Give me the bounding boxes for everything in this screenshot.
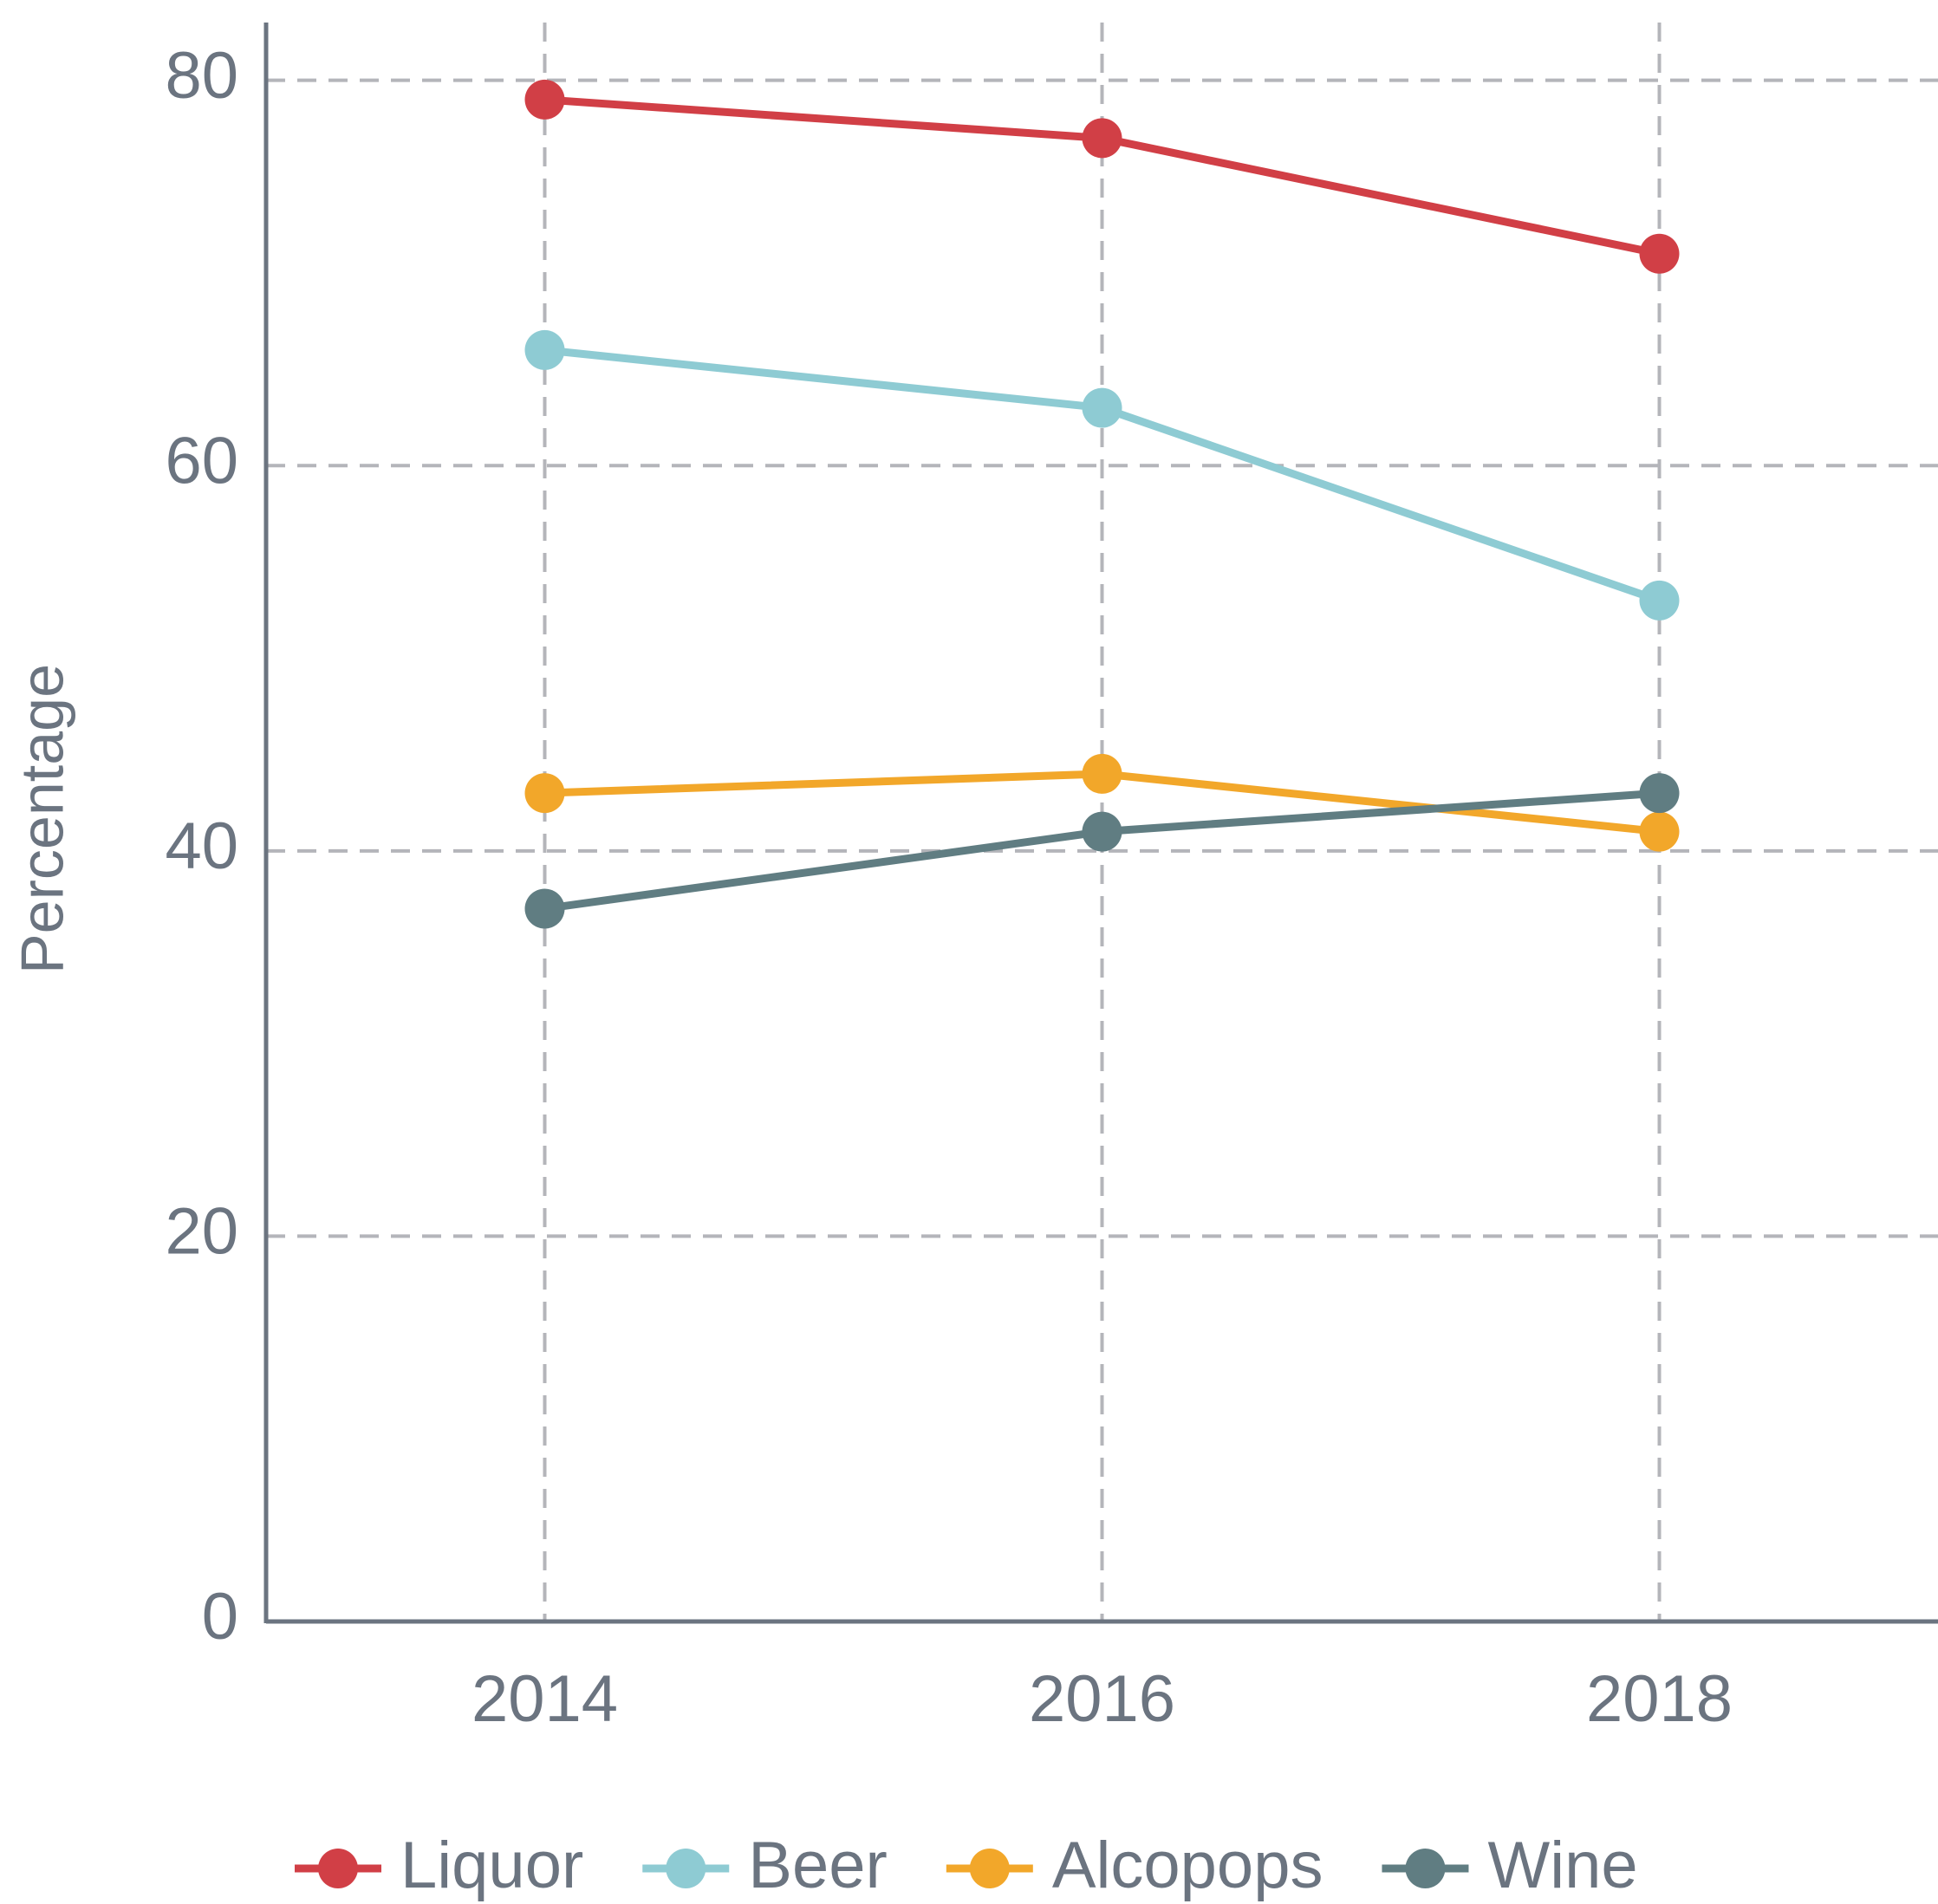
data-point xyxy=(524,329,565,370)
y-tick-label: 20 xyxy=(165,1194,238,1268)
x-tick-label: 2018 xyxy=(1586,1662,1733,1736)
legend-marker xyxy=(666,1849,706,1888)
y-tick-label: 0 xyxy=(202,1580,238,1654)
legend-label: Beer xyxy=(748,1829,888,1902)
data-point xyxy=(1082,753,1122,794)
data-point xyxy=(1082,387,1122,428)
data-point xyxy=(524,79,565,120)
y-tick-label: 60 xyxy=(165,424,238,497)
legend-marker xyxy=(318,1849,358,1888)
legend-label: Wine xyxy=(1487,1829,1637,1902)
data-point xyxy=(1639,580,1680,621)
x-tick-label: 2016 xyxy=(1029,1662,1175,1736)
legend-marker xyxy=(1405,1849,1446,1888)
legend-marker xyxy=(969,1849,1010,1888)
legend-label: Alcopops xyxy=(1052,1829,1323,1902)
data-point xyxy=(1082,118,1122,159)
data-point xyxy=(524,773,565,814)
y-axis-label: Percentage xyxy=(8,664,75,974)
x-tick-label: 2014 xyxy=(471,1662,618,1736)
data-point xyxy=(1639,811,1680,852)
data-point xyxy=(1639,773,1680,814)
data-point xyxy=(1082,811,1122,852)
y-tick-label: 40 xyxy=(165,809,238,883)
data-point xyxy=(524,888,565,929)
y-tick-label: 80 xyxy=(165,39,238,113)
grid xyxy=(266,23,1938,1621)
legend-label: Liquor xyxy=(400,1829,583,1902)
data-point xyxy=(1639,233,1680,274)
